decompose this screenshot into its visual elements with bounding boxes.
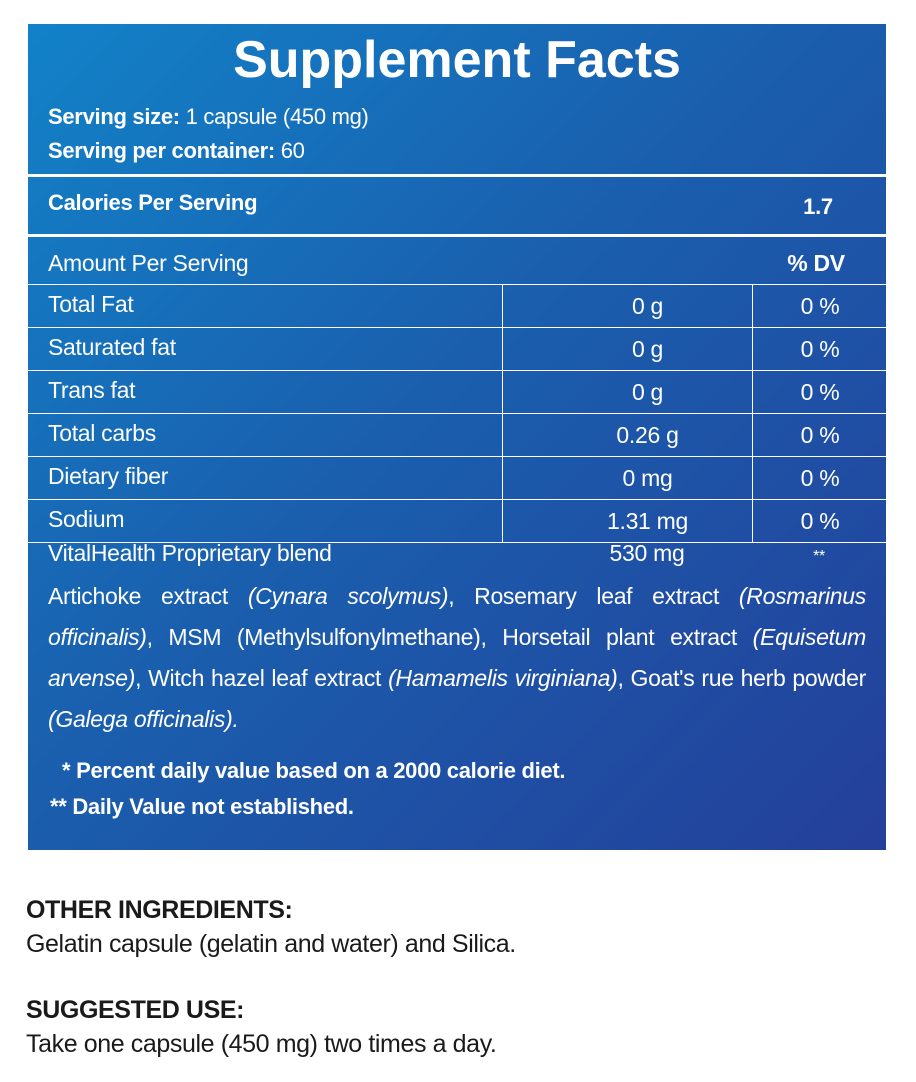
blend-ingredients: Artichoke extract (Cynara scolymus), Ros… [48, 576, 866, 740]
serving-size: Serving size: 1 capsule (450 mg) [48, 104, 369, 130]
nutrient-name: Trans fat [48, 377, 136, 403]
footnote-percent-dv: * Percent daily value based on a 2000 ca… [62, 758, 565, 784]
divider-thick [28, 174, 886, 177]
nutrient-amount: 0 g [502, 285, 752, 327]
panel-title: Supplement Facts [233, 31, 681, 89]
ingredient-text: , MSM (Methylsulfonylmethane), Horsetail… [146, 624, 753, 650]
nutrient-amount: 0.26 g [502, 414, 752, 456]
amount-per-serving-header: Amount Per Serving [48, 250, 249, 276]
table-row: Saturated fat 0 g 0 % [28, 327, 886, 370]
ingredient-text: , Goat's rue herb powder [617, 665, 866, 691]
table-row: Trans fat 0 g 0 % [28, 370, 886, 413]
nutrient-dv: 0 % [752, 457, 887, 499]
blend-amount: 530 mg [609, 540, 685, 566]
nutrient-name: Total Fat [48, 291, 134, 317]
serving-per-container-label: Serving per container: [48, 138, 275, 163]
nutrient-dv: 0 % [752, 285, 887, 327]
footnote-mark: * [62, 758, 71, 783]
serving-per-container-value: 60 [280, 138, 305, 163]
serving-per-container: Serving per container: 60 [48, 138, 305, 164]
ingredient-latin: (Hamamelis virginiana) [388, 665, 618, 691]
serving-size-label: Serving size: [48, 104, 180, 129]
nutrient-table: Total Fat 0 g 0 % Saturated fat 0 g 0 % … [28, 284, 886, 543]
footnote-mark: ** [50, 794, 67, 819]
nutrient-amount: 0 mg [502, 457, 752, 499]
footnote-dv-not-established: ** Daily Value not established. [50, 794, 354, 820]
nutrient-amount: 0 g [502, 328, 752, 370]
nutrient-name: Sodium [48, 506, 125, 532]
nutrient-dv: 0 % [752, 414, 887, 456]
suggested-use-text: Take one capsule (450 mg) two times a da… [26, 1030, 497, 1058]
divider-thick [28, 234, 886, 237]
nutrient-amount: 0 g [502, 371, 752, 413]
serving-size-value: 1 capsule (450 mg) [185, 104, 369, 129]
ingredient-text: , Rosemary leaf extract [448, 583, 739, 609]
table-row: Total Fat 0 g 0 % [28, 284, 886, 327]
table-row: Total carbs 0.26 g 0 % [28, 413, 886, 456]
table-row: Dietary fiber 0 mg 0 % [28, 456, 886, 499]
blend-name: VitalHealth Proprietary blend [48, 540, 332, 566]
nutrient-dv: 0 % [752, 500, 887, 542]
blend-dv: ** [813, 548, 825, 565]
table-row: Sodium 1.31 mg 0 % [28, 499, 886, 543]
nutrient-amount: 1.31 mg [502, 500, 752, 542]
ingredient-latin: (Cynara scolymus) [247, 583, 449, 609]
suggested-use-heading: SUGGESTED USE: [26, 996, 245, 1024]
nutrient-name: Saturated fat [48, 334, 176, 360]
dv-header: % DV [787, 250, 845, 276]
calories-label: Calories Per Serving [48, 190, 258, 215]
ingredient-text: , Witch hazel leaf extract [135, 665, 389, 691]
nutrient-name: Total carbs [48, 420, 156, 446]
ingredient-text: Artichoke extract [48, 583, 248, 609]
calories-value: 1.7 [803, 194, 833, 219]
nutrient-dv: 0 % [752, 371, 887, 413]
footnote-text: Percent daily value based on a 2000 calo… [76, 758, 566, 783]
footnote-text: Daily Value not established. [72, 794, 354, 819]
nutrient-name: Dietary fiber [48, 463, 169, 489]
ingredient-latin: (Rosmarinus officinalis) [48, 583, 866, 650]
other-ingredients-text: Gelatin capsule (gelatin and water) and … [26, 930, 516, 958]
ingredient-latin: (Galega officinalis). [48, 706, 239, 732]
other-ingredients-heading: OTHER INGREDIENTS: [26, 896, 293, 924]
ingredient-latin: (Equisetum arvense) [48, 624, 866, 691]
nutrient-dv: 0 % [752, 328, 887, 370]
supplement-facts-panel: Supplement Facts Serving size: 1 capsule… [28, 24, 886, 850]
